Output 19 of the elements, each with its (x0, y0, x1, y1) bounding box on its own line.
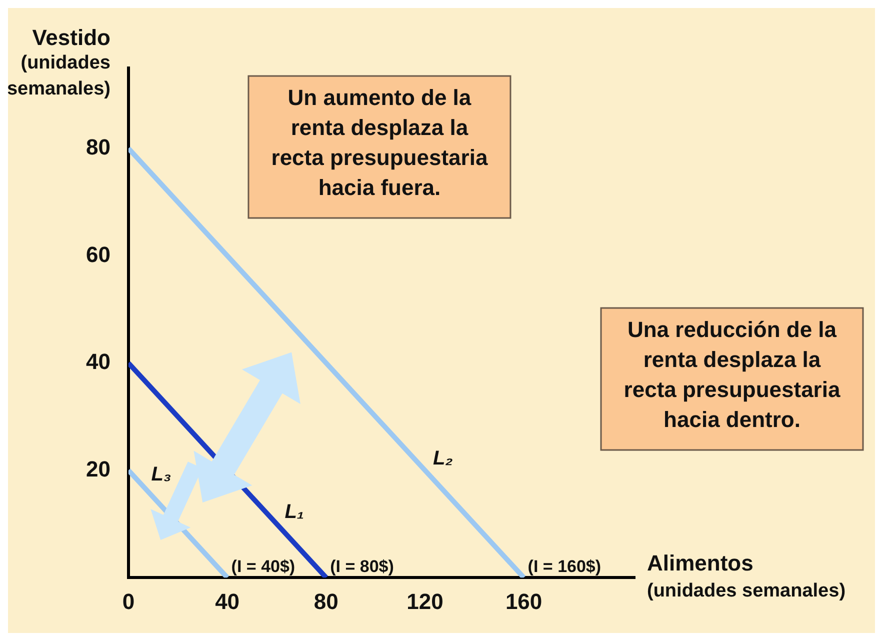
x-tick-label: 120 (406, 588, 444, 614)
annotation: (I = 80$) (330, 556, 394, 576)
y-axis-title: Vestido (unidades semanales) (6, 25, 110, 100)
x-axis-title: Alimentos (unidades semanales) (647, 550, 846, 602)
x-tick-label: 160 (505, 588, 542, 614)
y-tick-label: 40 (86, 349, 110, 374)
x-tick-label: 80 (314, 588, 338, 614)
series-label: L₂ (432, 447, 454, 470)
annotation: Una reducción de la renta desplaza la recta presupuestaria hacia dentro. (624, 317, 841, 432)
x-tick-label: 0 (122, 588, 135, 614)
x-tick-label: 40 (215, 588, 240, 614)
series-label: L₃ (151, 463, 172, 486)
annotation: (I = 160$) (528, 556, 602, 576)
y-tick-label: 80 (86, 134, 110, 160)
annotation: (I = 40$) (231, 556, 296, 576)
y-tick-label: 60 (86, 242, 110, 267)
annotation: Un aumento de la renta desplaza la recta presupuestaria hacia fuera. (271, 85, 488, 200)
y-tick-label: 20 (86, 456, 110, 482)
series-label: L₁ (284, 500, 304, 523)
